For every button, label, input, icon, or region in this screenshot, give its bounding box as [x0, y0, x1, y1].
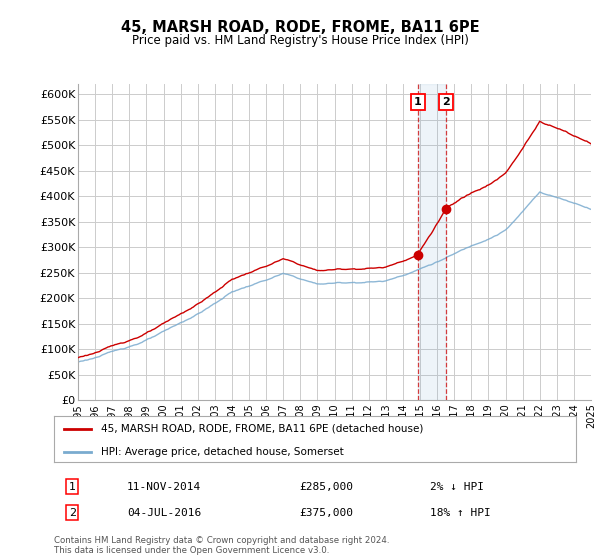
Text: 2: 2: [442, 97, 449, 107]
Text: 1: 1: [69, 482, 76, 492]
Text: 04-JUL-2016: 04-JUL-2016: [127, 508, 202, 518]
Text: 2% ↓ HPI: 2% ↓ HPI: [430, 482, 484, 492]
Bar: [418, 84, 446, 400]
Text: Contains HM Land Registry data © Crown copyright and database right 2024.
This d: Contains HM Land Registry data © Crown c…: [54, 536, 389, 556]
Text: £285,000: £285,000: [299, 482, 353, 492]
Text: 45, MARSH ROAD, RODE, FROME, BA11 6PE (detached house): 45, MARSH ROAD, RODE, FROME, BA11 6PE (d…: [101, 423, 424, 433]
Text: 1: 1: [414, 97, 422, 107]
Text: 18% ↑ HPI: 18% ↑ HPI: [430, 508, 491, 518]
Text: 11-NOV-2014: 11-NOV-2014: [127, 482, 202, 492]
Text: 45, MARSH ROAD, RODE, FROME, BA11 6PE: 45, MARSH ROAD, RODE, FROME, BA11 6PE: [121, 20, 479, 35]
Text: Price paid vs. HM Land Registry's House Price Index (HPI): Price paid vs. HM Land Registry's House …: [131, 34, 469, 46]
Text: 2: 2: [69, 508, 76, 518]
Text: £375,000: £375,000: [299, 508, 353, 518]
Text: HPI: Average price, detached house, Somerset: HPI: Average price, detached house, Some…: [101, 447, 344, 457]
